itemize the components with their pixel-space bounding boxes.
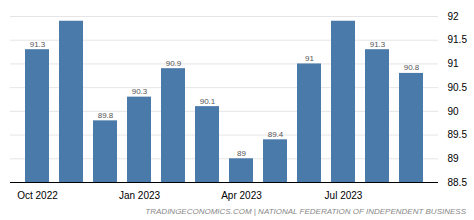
svg-text:90.9: 90.9 bbox=[166, 59, 182, 68]
svg-text:90.8: 90.8 bbox=[404, 63, 420, 72]
svg-text:Jul 2023: Jul 2023 bbox=[325, 190, 363, 201]
svg-text:Apr 2023: Apr 2023 bbox=[221, 190, 262, 201]
svg-text:90: 90 bbox=[448, 106, 460, 117]
html-text:TRADINGECONOMICS.COM | NATIONA: TRADINGECONOMICS.COM | NATIONAL FEDERATI… bbox=[145, 207, 466, 216]
svg-text:90.5: 90.5 bbox=[448, 82, 468, 93]
svg-text:88.5: 88.5 bbox=[448, 177, 468, 188]
svg-text:92: 92 bbox=[448, 11, 460, 22]
svg-text:91: 91 bbox=[305, 54, 314, 63]
svg-text:90.1: 90.1 bbox=[200, 97, 216, 106]
svg-text:90.3: 90.3 bbox=[132, 87, 148, 96]
svg-text:89: 89 bbox=[448, 153, 460, 164]
svg-text:89.5: 89.5 bbox=[448, 129, 468, 140]
svg-text:89: 89 bbox=[237, 149, 246, 158]
svg-text:Jan 2023: Jan 2023 bbox=[119, 190, 161, 201]
svg-text:Oct 2022: Oct 2022 bbox=[17, 190, 58, 201]
svg-text:91.3: 91.3 bbox=[30, 40, 46, 49]
svg-text:89.8: 89.8 bbox=[98, 111, 114, 120]
svg-text:91.5: 91.5 bbox=[448, 34, 468, 45]
svg-text:91: 91 bbox=[448, 58, 460, 69]
svg-text:89.4: 89.4 bbox=[268, 130, 284, 139]
svg-text:91.3: 91.3 bbox=[370, 40, 386, 49]
